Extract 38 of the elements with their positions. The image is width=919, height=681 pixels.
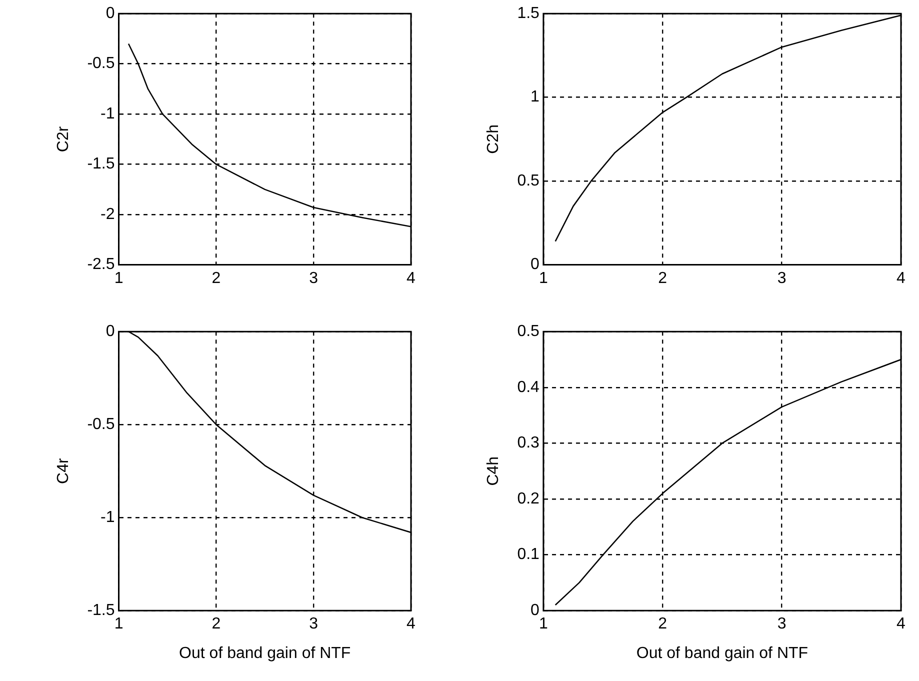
y-tick-label: 0.3 [517, 434, 540, 452]
y-tick-label: -2 [100, 206, 115, 223]
x-tick-label: 3 [777, 616, 786, 633]
y-tick-label: -0.5 [87, 55, 115, 72]
y-tick-label: 0 [530, 256, 540, 274]
y-axis-title: C4h [485, 456, 502, 486]
x-tick-label: 2 [212, 270, 221, 287]
y-tick-label: 0 [106, 5, 115, 22]
y-tick-label: -0.5 [87, 416, 115, 434]
x-tick-label: 4 [896, 616, 906, 633]
y-tick-label: 0.2 [517, 490, 540, 508]
y-tick-label: -1 [100, 105, 115, 122]
x-tick-label: 3 [309, 616, 318, 633]
y-axis-title: C4r [55, 458, 72, 484]
x-tick-label: 3 [309, 270, 318, 287]
y-tick-label: 1 [530, 88, 540, 106]
y-tick-label: 0 [106, 323, 115, 340]
x-tick-label: 4 [406, 270, 416, 287]
x-tick-label: 2 [212, 616, 221, 633]
y-axis-title: C2h [485, 124, 502, 154]
x-axis-title: Out of band gain of NTF [636, 644, 808, 662]
x-tick-label: 2 [658, 270, 668, 287]
x-tick-label: 3 [777, 270, 786, 287]
y-tick-label: 0 [530, 602, 540, 620]
x-tick-label: 4 [896, 270, 906, 287]
x-axis-title: Out of band gain of NTF [179, 644, 351, 662]
y-axis-title: C2r [55, 126, 72, 152]
y-tick-label: 0.5 [517, 172, 540, 190]
y-tick-label: 1.5 [517, 5, 540, 22]
y-tick-label: 0.5 [517, 323, 540, 340]
y-tick-label: -1.5 [87, 156, 115, 173]
x-tick-label: 4 [406, 616, 416, 633]
x-tick-label: 2 [658, 616, 668, 633]
y-tick-label: 0.4 [517, 378, 540, 396]
y-tick-label: -1 [100, 509, 115, 526]
y-tick-label: -2.5 [87, 256, 115, 274]
y-tick-label: 0.1 [517, 546, 540, 564]
y-tick-label: -1.5 [87, 602, 115, 620]
